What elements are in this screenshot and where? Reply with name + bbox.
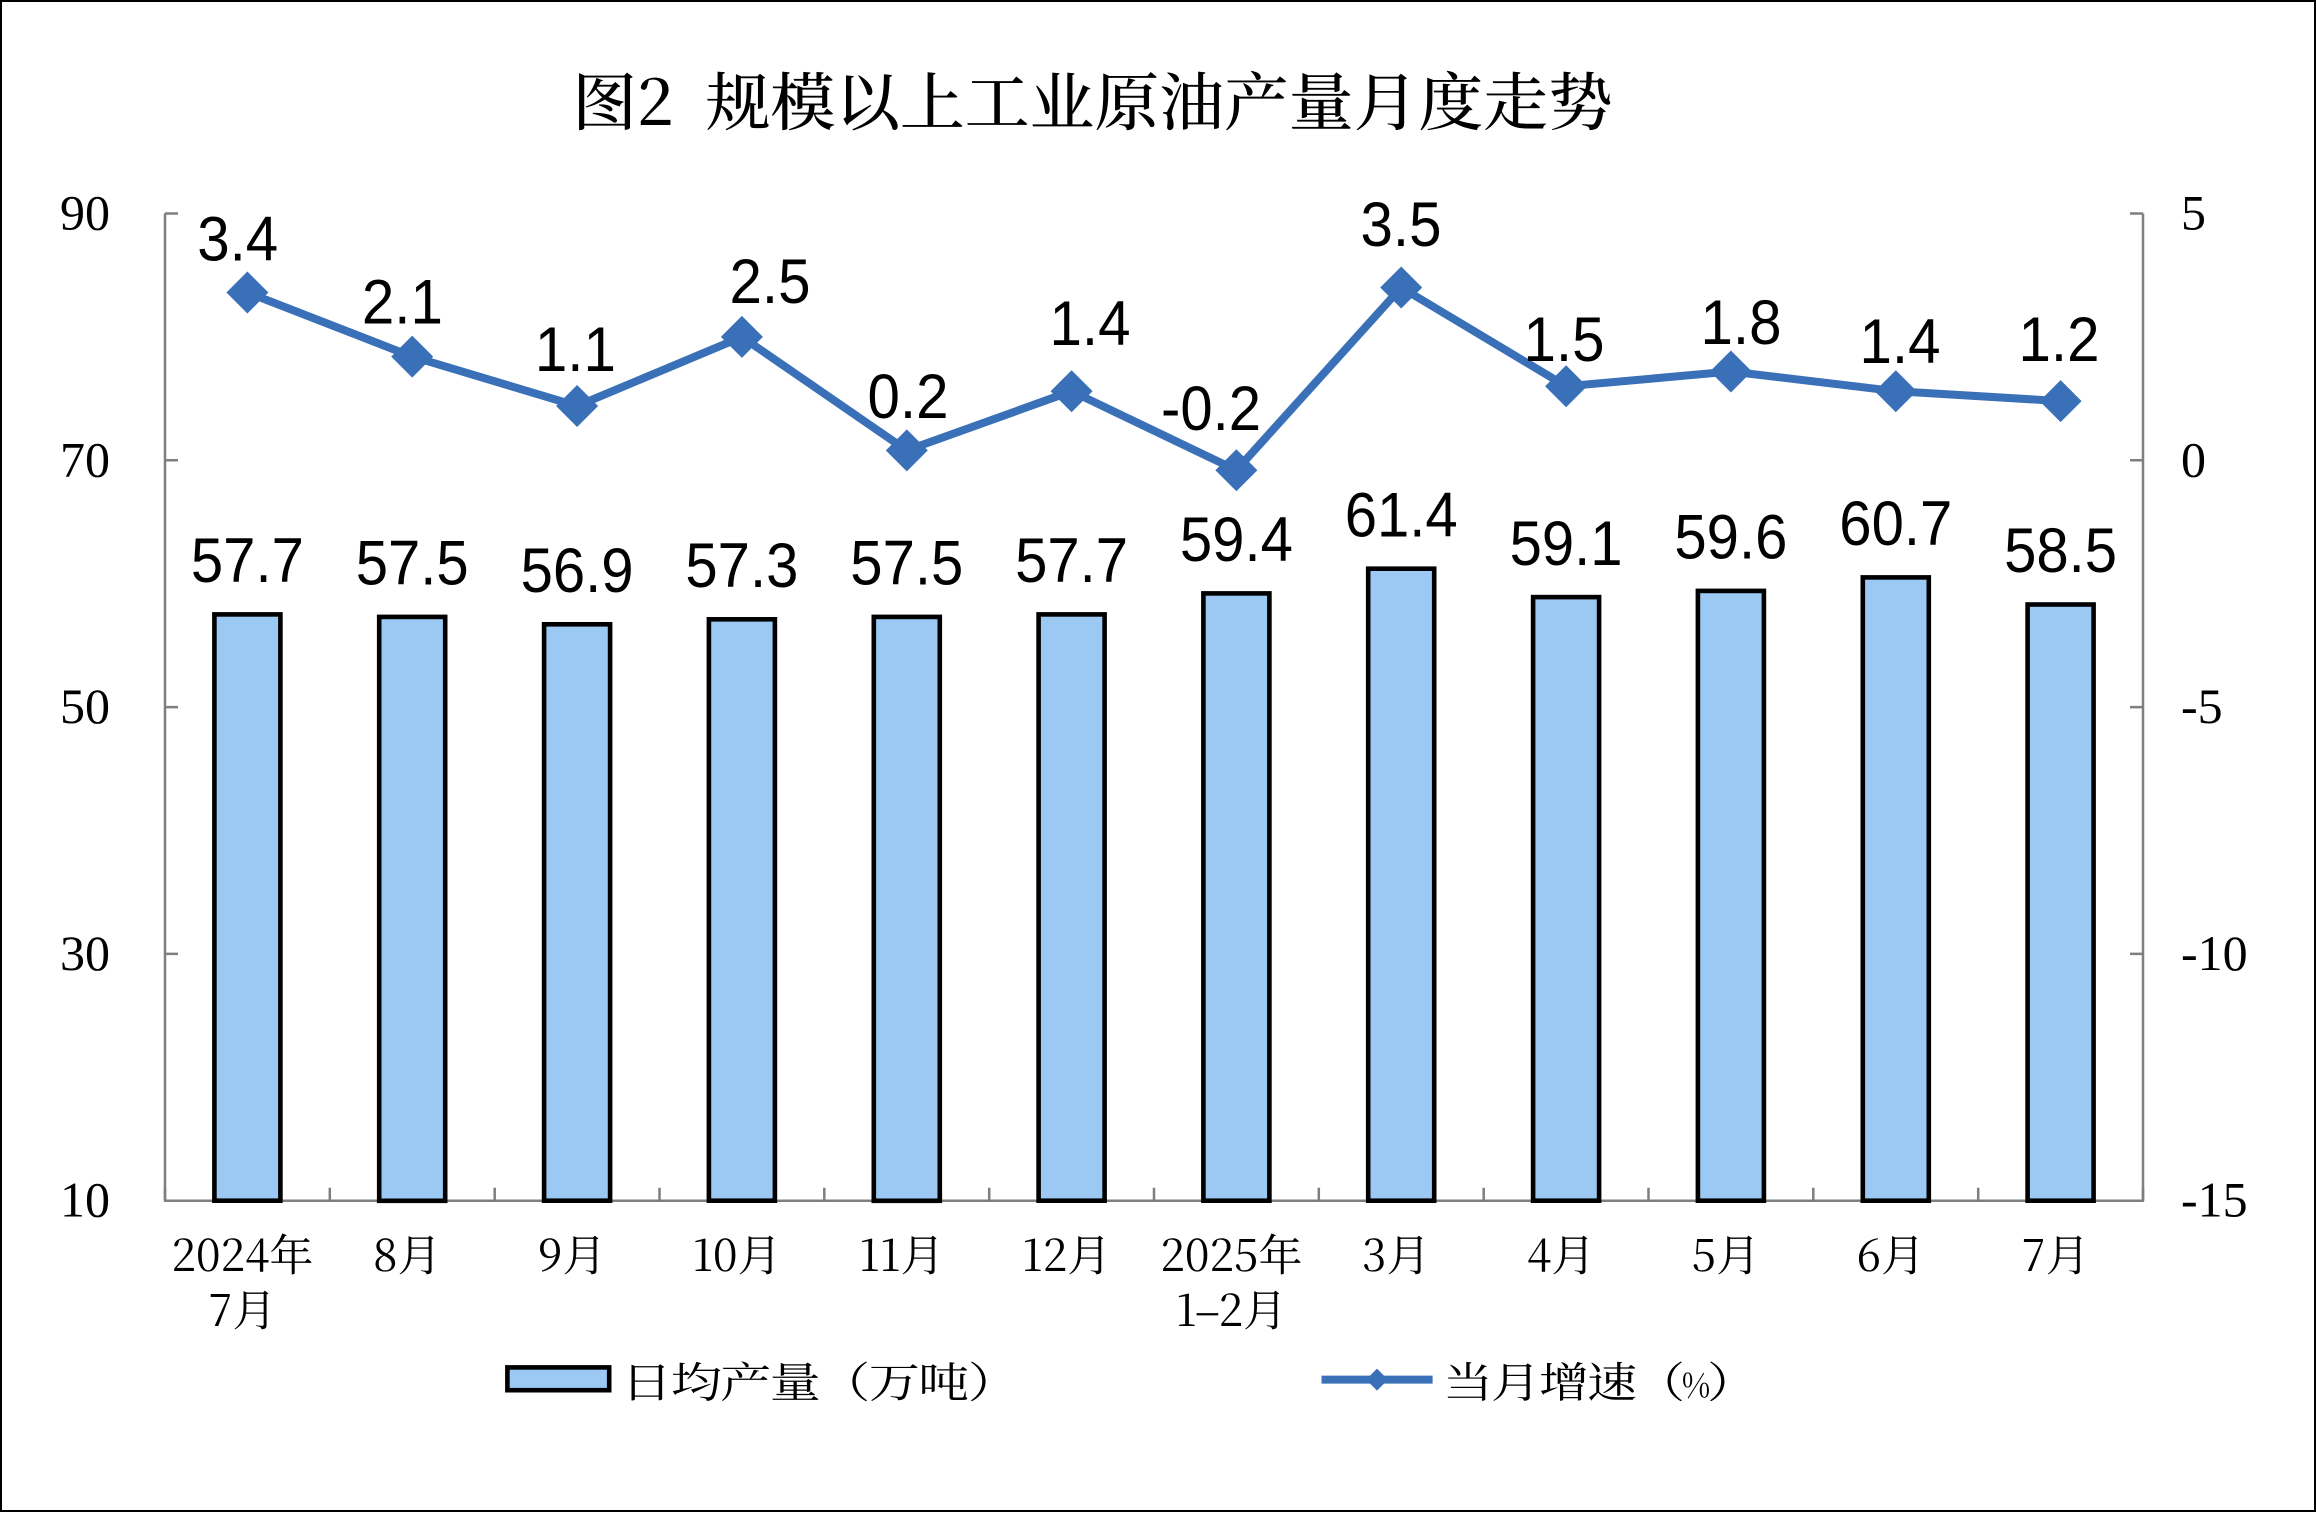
- svg-text:56.9: 56.9: [521, 536, 634, 606]
- svg-text:58.5: 58.5: [2004, 516, 2117, 586]
- svg-text:1.4: 1.4: [1050, 289, 1131, 359]
- svg-text:3.4: 3.4: [197, 205, 278, 275]
- svg-text:-15: -15: [2181, 1172, 2248, 1228]
- svg-text:1.4: 1.4: [1860, 307, 1941, 377]
- svg-text:57.5: 57.5: [356, 529, 469, 599]
- svg-text:2.5: 2.5: [730, 247, 811, 317]
- svg-text:0: 0: [2181, 431, 2206, 487]
- svg-text:30: 30: [60, 925, 110, 981]
- svg-text:1.5: 1.5: [1524, 305, 1605, 375]
- svg-text:70: 70: [60, 431, 110, 487]
- svg-text:1.2: 1.2: [2019, 305, 2100, 375]
- svg-text:-0.2: -0.2: [1161, 374, 1261, 444]
- svg-text:90: 90: [60, 185, 110, 241]
- svg-text:1.8: 1.8: [1701, 288, 1782, 358]
- svg-text:59.1: 59.1: [1510, 509, 1623, 579]
- svg-text:57.7: 57.7: [1015, 526, 1128, 596]
- svg-text:10: 10: [60, 1172, 110, 1228]
- svg-text:2.1: 2.1: [362, 268, 443, 338]
- svg-text:3.5: 3.5: [1361, 190, 1442, 260]
- svg-text:59.6: 59.6: [1674, 503, 1787, 573]
- svg-text:57.7: 57.7: [191, 526, 304, 596]
- svg-text:61.4: 61.4: [1345, 480, 1458, 550]
- svg-text:50: 50: [60, 678, 110, 734]
- svg-text:57.3: 57.3: [685, 531, 798, 601]
- svg-text:1.1: 1.1: [535, 315, 616, 385]
- svg-text:0.2: 0.2: [868, 362, 949, 432]
- svg-text:57.5: 57.5: [850, 529, 963, 599]
- svg-text:-5: -5: [2181, 678, 2223, 734]
- svg-text:60.7: 60.7: [1839, 489, 1952, 559]
- svg-text:59.4: 59.4: [1180, 505, 1293, 575]
- svg-text:-10: -10: [2181, 925, 2248, 981]
- svg-text:5: 5: [2181, 185, 2206, 241]
